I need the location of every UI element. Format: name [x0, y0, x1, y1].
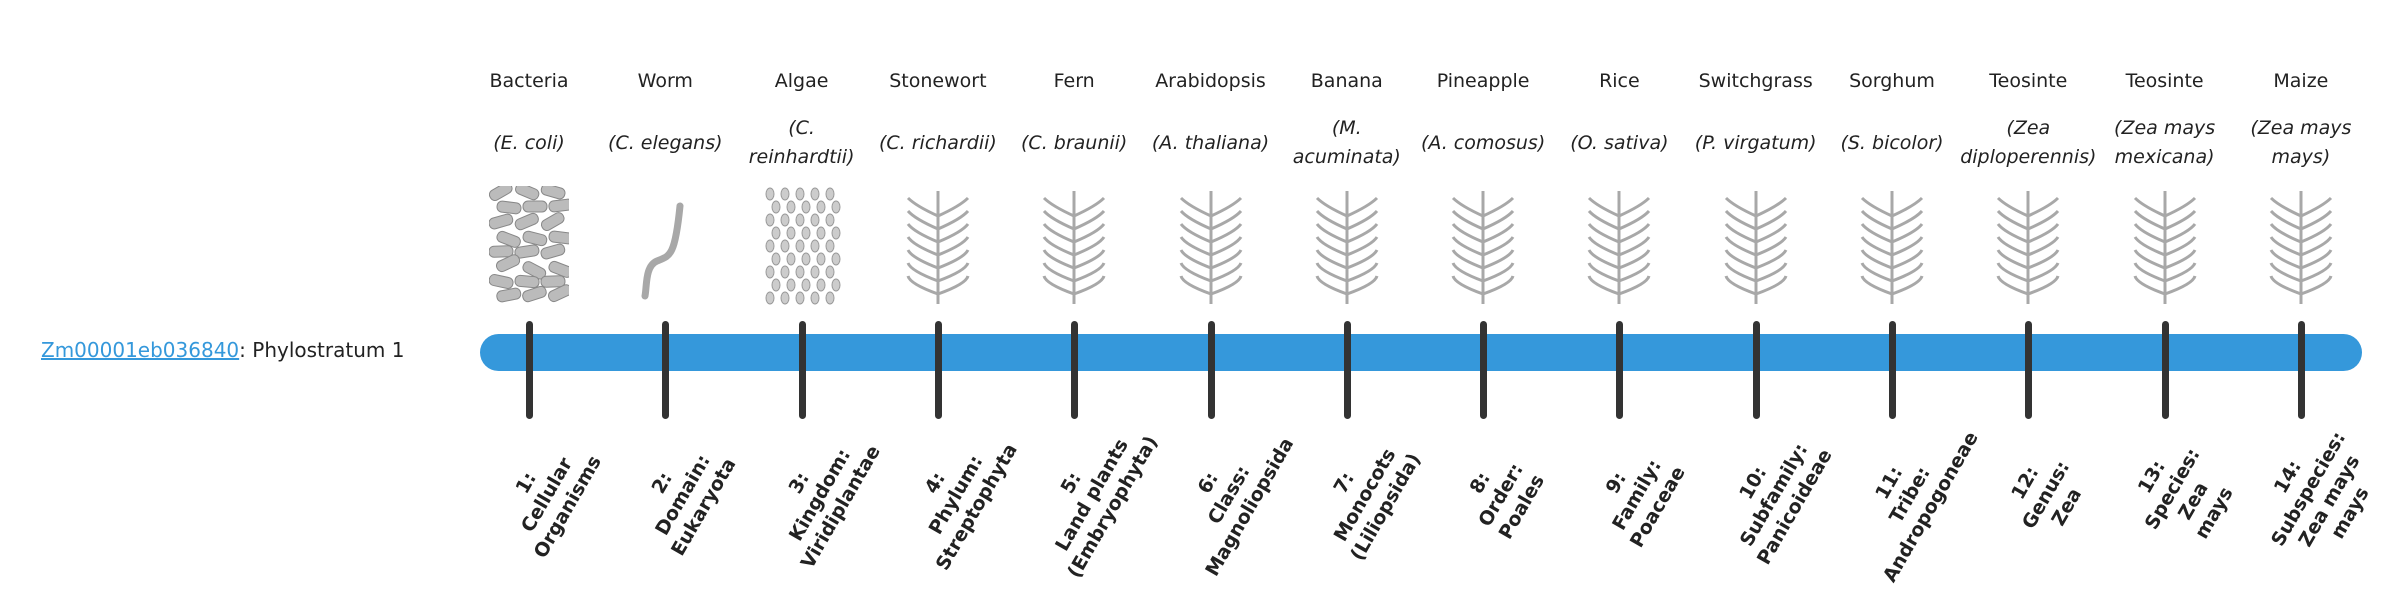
stratum-tick [798, 321, 806, 419]
organism-common-name: Sorghum [1849, 70, 1935, 92]
organism-common-name: Stonewort [889, 70, 987, 92]
organism-common-name: Banana [1310, 70, 1383, 92]
organism-scientific-name: (Zea mays mexicana) [2114, 117, 2216, 168]
stratum-label: 12: Genus: Zea [1965, 390, 2127, 599]
organism-column: Switchgrass (P. virgatum) [1688, 64, 1824, 306]
organism-common-name: Teosinte [2125, 70, 2204, 92]
rice-icon [1551, 182, 1687, 306]
organism-common-name: Maize [2273, 70, 2329, 92]
gene-id-link[interactable]: Zm00001eb036840 [41, 338, 240, 362]
stratum-tick [2025, 321, 2033, 419]
organism-column: Algae (C. reinhardtii) [734, 64, 870, 306]
organism-scientific-name: (C. elegans) [608, 131, 723, 154]
stratum-tick [1889, 321, 1896, 419]
organism-scientific-name: (C. braunii) [1021, 131, 1128, 154]
organism-column: Banana (M. acuminata) [1279, 64, 1415, 306]
organism-common-name: Fern [1053, 70, 1095, 92]
stratum-label: 6: Class: Magnoliopsida [1147, 390, 1309, 599]
organism-column: Teosinte (Zea diploperennis) [1960, 64, 2096, 306]
stratum-tick [934, 321, 942, 419]
stratum-label: 10: Subfamily: Panicoideae [1693, 390, 1855, 599]
organism-scientific-name: (M. acuminata) [1292, 117, 1401, 168]
organism-scientific-name: (S. bicolor) [1840, 131, 1944, 154]
stratum-tick [1752, 321, 1760, 419]
fern-icon [1006, 182, 1142, 306]
organism-common-name: Worm [637, 70, 693, 92]
stratum-label: 13: Species: Zea mays [2091, 384, 2274, 605]
bacteria-icon [461, 182, 597, 306]
organism-scientific-name: (C. richardii) [878, 131, 997, 154]
stratum-label: 8: Order: Poales [1420, 390, 1582, 599]
switchgrass-icon [1688, 182, 1824, 306]
algae-icon [734, 182, 870, 306]
stonewort-icon [870, 182, 1006, 306]
gene-label: Zm00001eb036840: Phylostratum 1 [41, 338, 404, 362]
stratum-tick [1480, 321, 1488, 419]
stratum-label: 1: Cellular Organisms [466, 390, 628, 599]
organism-scientific-name: (O. sativa) [1570, 131, 1669, 154]
stratum-label: 7: Monocots (Liliopsida) [1284, 390, 1446, 599]
stratum-label: 4: Phylum: Streptophyta [875, 390, 1037, 599]
organism-column: Rice (O. sativa) [1551, 64, 1687, 306]
pineapple-icon [1415, 182, 1551, 306]
stratum-label: 11: Tribe: Andropogoneae [1829, 390, 1991, 599]
organism-column: Bacteria (E. coli) [461, 64, 597, 306]
organism-column: Maize (Zea mays mays) [2233, 64, 2369, 306]
organism-common-name: Arabidopsis [1155, 70, 1266, 92]
organism-common-name: Teosinte [1989, 70, 2068, 92]
worm-icon [597, 182, 733, 306]
organism-scientific-name: (Zea mays mays) [2250, 117, 2352, 168]
stratum-tick [1207, 321, 1215, 419]
stratum-label: 9: Family: Poaceae [1556, 390, 1718, 599]
maize-icon [2233, 182, 2369, 306]
organism-common-name: Pineapple [1436, 70, 1530, 92]
stratum-tick [1616, 321, 1624, 419]
organism-common-name: Bacteria [489, 70, 569, 92]
organism-scientific-name: (Zea diploperennis) [1960, 117, 2097, 168]
teosinte-icon [1960, 182, 2096, 306]
organism-column: Worm (C. elegans) [597, 64, 733, 306]
organism-column: Pineapple (A. comosus) [1415, 64, 1551, 306]
arabidopsis-icon [1143, 182, 1279, 306]
organism-column: Teosinte (Zea mays mexicana) [2097, 64, 2233, 306]
sorghum-icon [1824, 182, 1960, 306]
teosinte-mexicana-icon [2097, 182, 2233, 306]
organism-common-name: Algae [774, 70, 829, 92]
organism-scientific-name: (E. coli) [493, 131, 565, 154]
stratum-label: 14: Subspecies: Zea mays mays [2227, 384, 2400, 605]
organism-common-name: Switchgrass [1698, 70, 1813, 92]
organism-column: Fern (C. braunii) [1006, 64, 1142, 306]
banana-icon [1279, 182, 1415, 306]
stratum-tick [1343, 321, 1351, 419]
organism-scientific-name: (C. reinhardtii) [748, 117, 855, 168]
phylostrata-bar [480, 334, 2362, 371]
stratum-tick [526, 321, 533, 419]
stratum-tick [2161, 321, 2169, 419]
stratum-label: 5: Land plants (Embryophyta) [1011, 390, 1173, 599]
stratum-tick [662, 321, 670, 419]
organism-column: Arabidopsis (A. thaliana) [1143, 64, 1279, 306]
stratum-label: 3: Kingdom: Viridiplantae [738, 390, 900, 599]
stratum-tick [1071, 321, 1079, 419]
stratum-label: 2: Domain: Eukaryota [602, 390, 764, 599]
organism-scientific-name: (A. comosus) [1420, 131, 1546, 154]
organism-column: Stonewort (C. richardii) [870, 64, 1006, 306]
organism-scientific-name: (P. virgatum) [1694, 131, 1817, 154]
organism-scientific-name: (A. thaliana) [1151, 131, 1270, 154]
organism-column: Sorghum (S. bicolor) [1824, 64, 1960, 306]
phylostratum-text: : Phylostratum 1 [239, 338, 405, 362]
stratum-tick [2297, 321, 2305, 419]
organism-common-name: Rice [1599, 70, 1640, 92]
